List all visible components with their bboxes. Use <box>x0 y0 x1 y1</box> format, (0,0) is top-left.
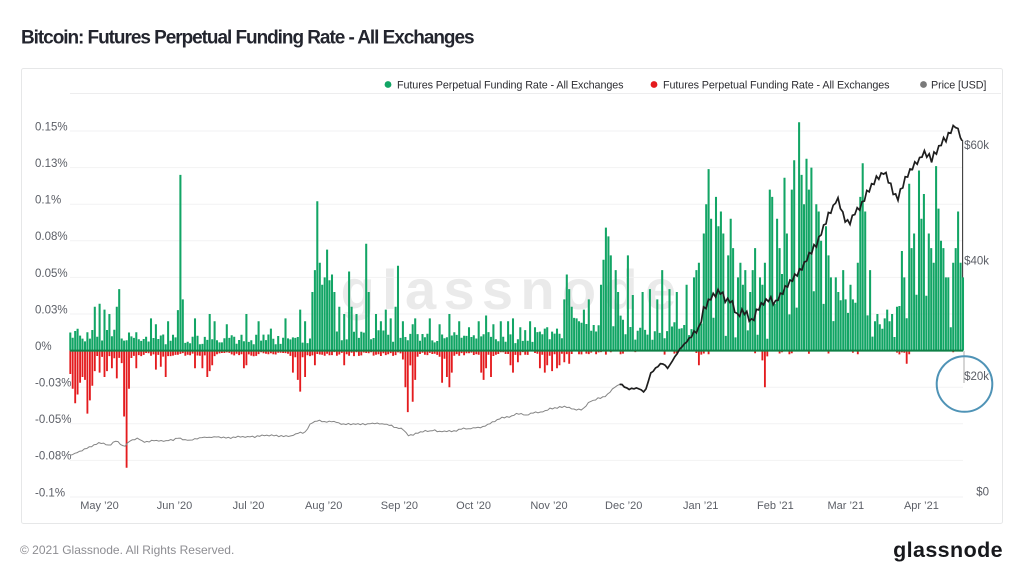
svg-text:0.15%: 0.15% <box>35 122 68 134</box>
svg-text:-0.1%: -0.1% <box>35 487 65 499</box>
svg-text:Bitcoin: Futures Perpetual Fun: Bitcoin: Futures Perpetual Funding Rate … <box>21 28 474 49</box>
svg-text:0.13%: 0.13% <box>35 158 68 170</box>
svg-text:-0.03%: -0.03% <box>35 378 71 390</box>
svg-text:0.08%: 0.08% <box>35 231 68 243</box>
svg-text:© 2021 Glassnode. All Rights R: © 2021 Glassnode. All Rights Reserved. <box>20 543 234 557</box>
svg-text:Price [USD]: Price [USD] <box>931 80 986 92</box>
svg-text:Apr ’21: Apr ’21 <box>904 500 939 512</box>
svg-text:0.03%: 0.03% <box>35 304 68 316</box>
svg-text:Mar ’21: Mar ’21 <box>827 500 864 512</box>
svg-text:glassnode: glassnode <box>893 538 1003 562</box>
svg-text:Dec ’20: Dec ’20 <box>605 500 642 512</box>
svg-text:Sep ’20: Sep ’20 <box>381 500 418 512</box>
svg-text:$0: $0 <box>976 487 989 499</box>
svg-text:0%: 0% <box>35 341 52 353</box>
svg-text:Aug ’20: Aug ’20 <box>305 500 342 512</box>
svg-text:Jul ’20: Jul ’20 <box>233 500 265 512</box>
svg-text:Oct ’20: Oct ’20 <box>456 500 491 512</box>
svg-text:May ’20: May ’20 <box>80 500 119 512</box>
svg-text:$40k: $40k <box>964 256 989 268</box>
svg-text:0.05%: 0.05% <box>35 268 68 280</box>
svg-text:-0.08%: -0.08% <box>35 451 71 463</box>
svg-text:$20k: $20k <box>964 371 989 383</box>
svg-text:Futures Perpetual Funding Rate: Futures Perpetual Funding Rate - All Exc… <box>663 80 890 92</box>
svg-text:Feb ’21: Feb ’21 <box>757 500 794 512</box>
svg-text:-0.05%: -0.05% <box>35 414 71 426</box>
svg-text:0.1%: 0.1% <box>35 195 61 207</box>
svg-text:Jun ’20: Jun ’20 <box>157 500 192 512</box>
svg-text:Nov ’20: Nov ’20 <box>530 500 567 512</box>
svg-text:$60k: $60k <box>964 140 989 152</box>
svg-text:Jan ’21: Jan ’21 <box>683 500 718 512</box>
svg-text:Futures Perpetual Funding Rate: Futures Perpetual Funding Rate - All Exc… <box>397 80 624 92</box>
